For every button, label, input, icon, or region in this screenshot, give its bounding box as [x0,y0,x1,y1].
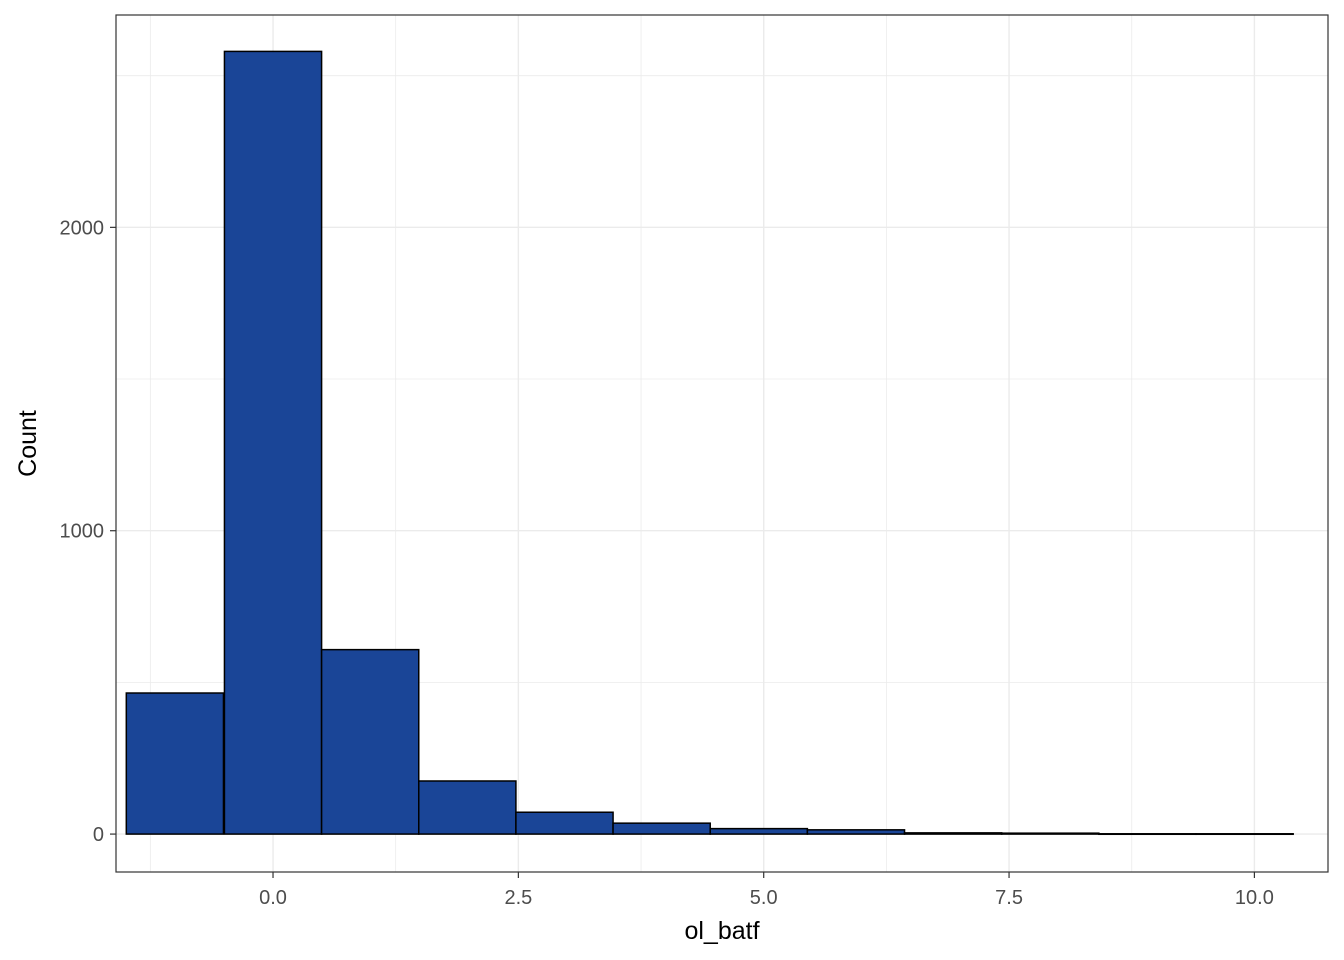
histogram-bar [1195,833,1294,836]
x-tick-label: 0.0 [259,887,287,909]
y-tick-label: 1000 [60,521,105,543]
axis-ticks: 0.0 2.5 5.0 7.5 10.0 0 1000 2000 [60,217,1274,909]
y-tick-label: 0 [93,824,104,846]
histogram-bar [1000,832,1100,835]
y-tick-label: 2000 [60,217,105,239]
histogram-bar [320,648,420,835]
histogram-bar [125,692,225,835]
histogram-bar [223,50,323,835]
x-tick-label: 10.0 [1235,887,1274,909]
histogram-bar [1098,833,1197,836]
x-axis-title: ol_batf [684,917,759,945]
histogram-bars [125,50,1294,836]
histogram-bar [418,780,517,835]
x-tick-label: 2.5 [504,887,532,909]
x-tick-label: 7.5 [995,887,1023,909]
histogram-bar [806,829,906,835]
x-tick-label: 5.0 [750,887,778,909]
histogram-bar [709,827,809,835]
y-axis-title: Count [14,410,42,477]
histogram-bar [515,811,614,835]
panel-border [115,14,1329,873]
histogram-bar [612,822,711,835]
histogram-bar [903,832,1003,835]
